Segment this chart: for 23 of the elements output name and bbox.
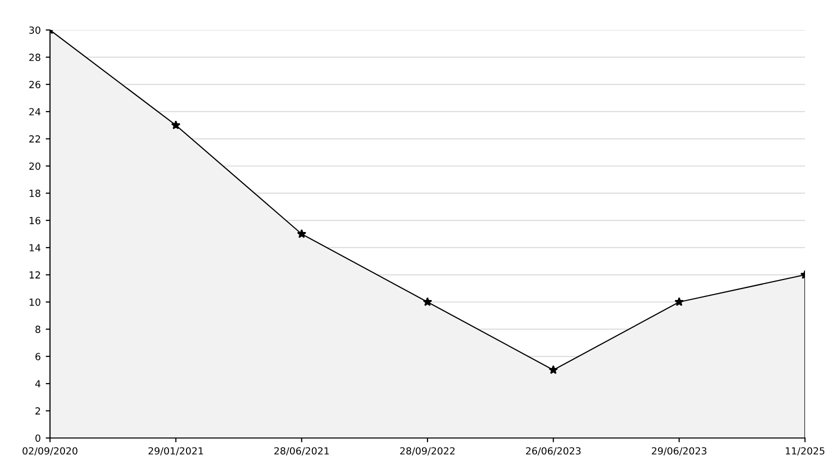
y-tick-label: 18 <box>30 190 40 198</box>
x-tick-label: 26/06/2023 <box>526 447 581 456</box>
y-tick-label: 4 <box>35 380 40 388</box>
y-tick-label: 0 <box>35 434 40 442</box>
x-tick-label: 02/09/2020 <box>22 447 78 456</box>
x-tick-label: 28/06/2021 <box>274 447 329 456</box>
y-tick-label: 24 <box>29 108 40 116</box>
y-tick-label: 2 <box>36 407 40 414</box>
y-tick-label: 20 <box>29 162 40 170</box>
x-tick-label: 29/06/2023 <box>652 447 706 456</box>
x-tick-label: 29/01/2021 <box>148 447 203 456</box>
y-tick-label: 16 <box>30 216 40 224</box>
x-tick-label: 11/2025 <box>786 447 824 456</box>
y-tick-label: 6 <box>35 352 40 360</box>
y-tick-label: 10 <box>30 298 40 306</box>
y-tick-label: 26 <box>29 80 40 88</box>
x-tick-label: 28/09/2022 <box>400 447 455 456</box>
y-tick-label: 30 <box>29 26 40 34</box>
y-tick-label: 28 <box>29 54 40 62</box>
y-tick-label: 14 <box>30 244 40 252</box>
y-tick-label: 8 <box>35 326 40 334</box>
y-tick-label: 22 <box>29 135 40 142</box>
y-tick-label: 12 <box>30 271 40 278</box>
